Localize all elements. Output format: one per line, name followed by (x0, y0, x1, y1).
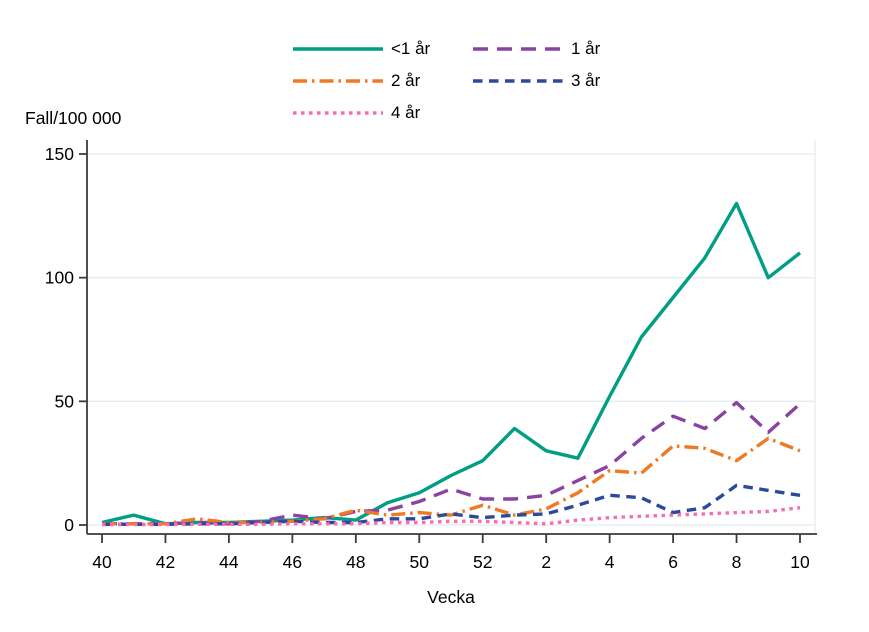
legend-label: 2 år (391, 71, 421, 90)
legend-item-1: 1 år (473, 39, 653, 59)
legend: <1 år 1 år 2 år 3 år 4 år (293, 33, 653, 129)
legend-label: 1 år (571, 39, 601, 58)
grid-layer (87, 140, 816, 534)
legend-line-sample (293, 111, 383, 115)
x-tick-label: 10 (790, 552, 810, 572)
x-tick-label: 4 (605, 552, 615, 572)
x-tick-label: 44 (219, 552, 239, 572)
series-line-3 (102, 483, 801, 526)
legend-item-3: 3 år (473, 71, 653, 91)
series-line-1 (102, 400, 802, 526)
y-tick-label: 150 (45, 144, 74, 164)
x-tick-label: 50 (410, 552, 430, 572)
legend-line-sample (473, 79, 563, 83)
x-tick-label: 6 (668, 552, 678, 572)
y-tick-label: 50 (55, 391, 75, 411)
y-tick-label: 0 (64, 515, 74, 535)
legend-line-sample (293, 47, 383, 51)
x-axis-title: Vecka (427, 587, 475, 607)
legend-line-sample (293, 79, 383, 83)
series-layer (101, 201, 802, 527)
legend-line-sample (473, 47, 563, 51)
x-tick-label: 2 (541, 552, 551, 572)
legend-item-2: 2 år (293, 71, 473, 91)
legend-label: 4 år (391, 103, 421, 122)
legend-item-4: 4 år (293, 103, 473, 123)
x-tick-label: 46 (283, 552, 302, 572)
legend-label: 3 år (571, 71, 601, 90)
x-tick-label: 42 (156, 552, 175, 572)
series-line-0 (101, 201, 802, 526)
y-axis-title: Fall/100 000 (25, 108, 122, 128)
x-tick-label: 52 (473, 552, 492, 572)
legend-item-0: <1 år (293, 39, 473, 59)
y-tick-label: 100 (45, 268, 74, 288)
x-tick-label: 40 (92, 552, 112, 572)
x-tick-label: 8 (732, 552, 742, 572)
legend-label: <1 år (391, 39, 431, 58)
series-line-2 (102, 436, 801, 526)
x-tick-label: 48 (346, 552, 365, 572)
